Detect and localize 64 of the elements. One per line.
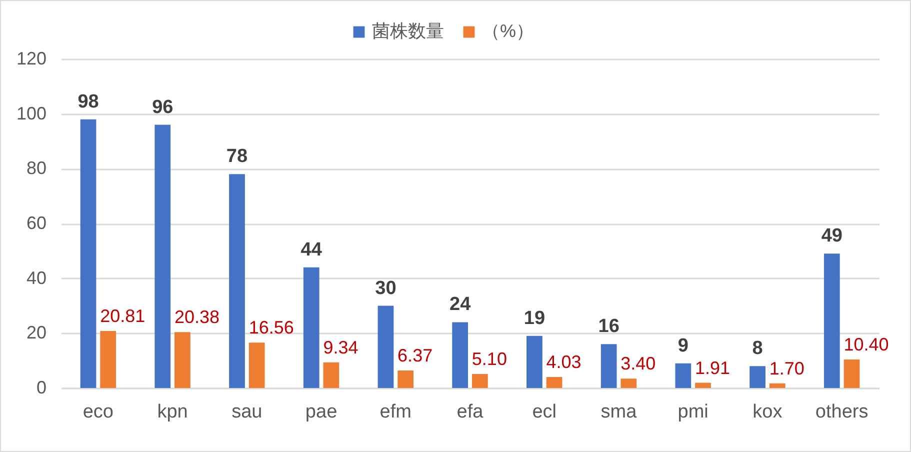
bar — [600, 344, 617, 388]
y-tick-label: 60 — [26, 213, 46, 233]
bar — [824, 254, 840, 388]
data-label: 9.34 — [323, 337, 358, 358]
x-tick-label: pae — [305, 402, 338, 422]
x-tick-label: sau — [232, 402, 262, 422]
data-label: 10.40 — [844, 334, 889, 354]
x-tick-label: others — [815, 402, 868, 422]
y-tick-label: 0 — [36, 378, 46, 398]
bar — [472, 374, 488, 388]
data-label: 96 — [152, 96, 174, 118]
y-tick-label: 120 — [16, 48, 46, 68]
data-label: 44 — [300, 239, 322, 260]
bar — [378, 306, 394, 388]
data-label: 98 — [78, 91, 99, 112]
bar — [620, 378, 637, 388]
bar — [303, 267, 320, 388]
bar — [229, 174, 245, 388]
bar — [675, 363, 692, 388]
y-tick-label: 100 — [16, 103, 46, 124]
x-tick-label: efa — [456, 402, 484, 422]
bar — [398, 370, 414, 388]
data-label: 16 — [598, 316, 620, 338]
bar — [750, 366, 766, 388]
x-tick-label: efm — [380, 402, 412, 422]
bar — [546, 376, 562, 388]
bar — [452, 322, 468, 388]
data-label: 1.91 — [695, 358, 730, 378]
x-tick-label: eco — [82, 402, 114, 422]
data-label: 8 — [752, 338, 763, 360]
bar — [154, 124, 171, 388]
x-tick-label: pmi — [678, 402, 708, 422]
data-label: 6.37 — [398, 346, 433, 366]
data-label: 9 — [678, 335, 688, 356]
bar — [80, 119, 96, 388]
data-label: 20.38 — [174, 307, 220, 328]
bar — [100, 330, 116, 388]
bar — [323, 362, 340, 388]
data-label: 19 — [524, 308, 546, 329]
x-tick-label: ecl — [532, 402, 557, 422]
data-label: 20.81 — [100, 306, 146, 326]
data-label: 5.10 — [472, 349, 507, 370]
x-tick-label: kox — [752, 402, 783, 422]
x-tick-label: sma — [600, 402, 638, 422]
data-label: 49 — [821, 226, 842, 247]
y-tick-label: 20 — [26, 322, 46, 343]
y-tick-label: 40 — [26, 268, 46, 288]
bar — [844, 359, 860, 388]
data-label: 4.03 — [546, 352, 582, 372]
data-label: 16.56 — [248, 318, 294, 338]
bar — [769, 383, 786, 388]
bar — [174, 332, 190, 388]
data-label: 3.40 — [620, 354, 656, 374]
data-label: 24 — [450, 294, 472, 316]
legend-label: （%） — [482, 21, 534, 41]
bar — [526, 336, 542, 388]
data-label: 1.70 — [769, 358, 804, 378]
bar — [248, 342, 265, 388]
data-label: 30 — [375, 278, 396, 299]
x-tick-label: kpn — [157, 402, 188, 422]
data-label: 78 — [226, 146, 248, 168]
legend-label: 菌株数量 — [372, 21, 444, 41]
y-tick-label: 80 — [26, 158, 46, 178]
bar — [695, 382, 711, 388]
